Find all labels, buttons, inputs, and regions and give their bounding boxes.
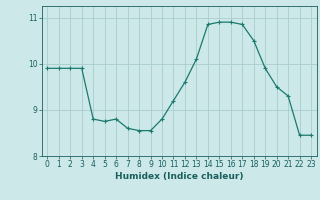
X-axis label: Humidex (Indice chaleur): Humidex (Indice chaleur) [115,172,244,181]
